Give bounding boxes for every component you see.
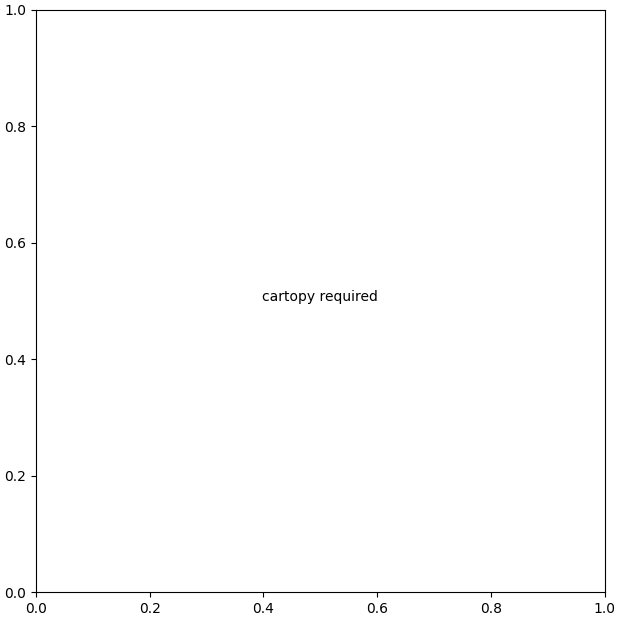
Text: cartopy required: cartopy required [262,290,378,304]
